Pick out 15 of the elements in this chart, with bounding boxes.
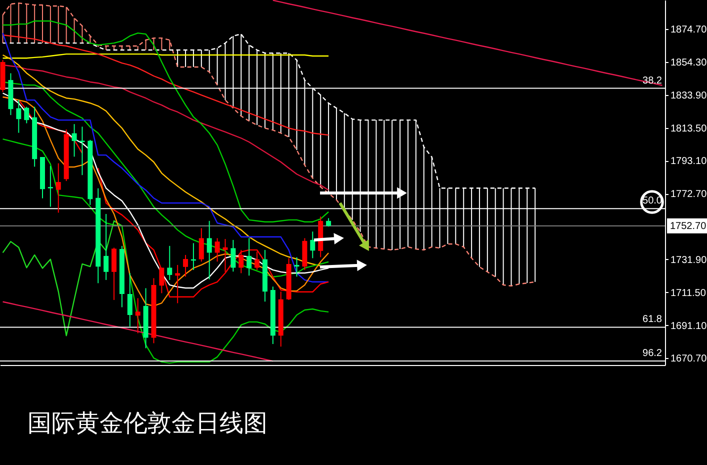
y-tick-label: 1813.50: [670, 123, 707, 134]
y-tick-label: 1854.30: [670, 57, 707, 68]
y-tick-label: 1793.10: [670, 156, 707, 168]
y-tick-label: 1711.50: [670, 288, 706, 299]
y-tick-label: 1874.70: [670, 24, 707, 36]
annotation: 50.0: [642, 196, 662, 207]
text: 国际黄金伦敦金日线图: [28, 409, 268, 437]
y-tick-label: 1772.70: [670, 189, 707, 200]
ref-line-label: 1752.70: [670, 220, 707, 232]
annotation: 61.8: [642, 314, 662, 326]
y-tick-label: 1691.10: [670, 320, 707, 332]
annotation: 96.2: [642, 348, 662, 359]
y-tick-label: 1670.70: [670, 354, 707, 365]
y-tick-label: 1833.90: [670, 90, 707, 102]
y-tick-label: 1731.90: [670, 254, 707, 266]
